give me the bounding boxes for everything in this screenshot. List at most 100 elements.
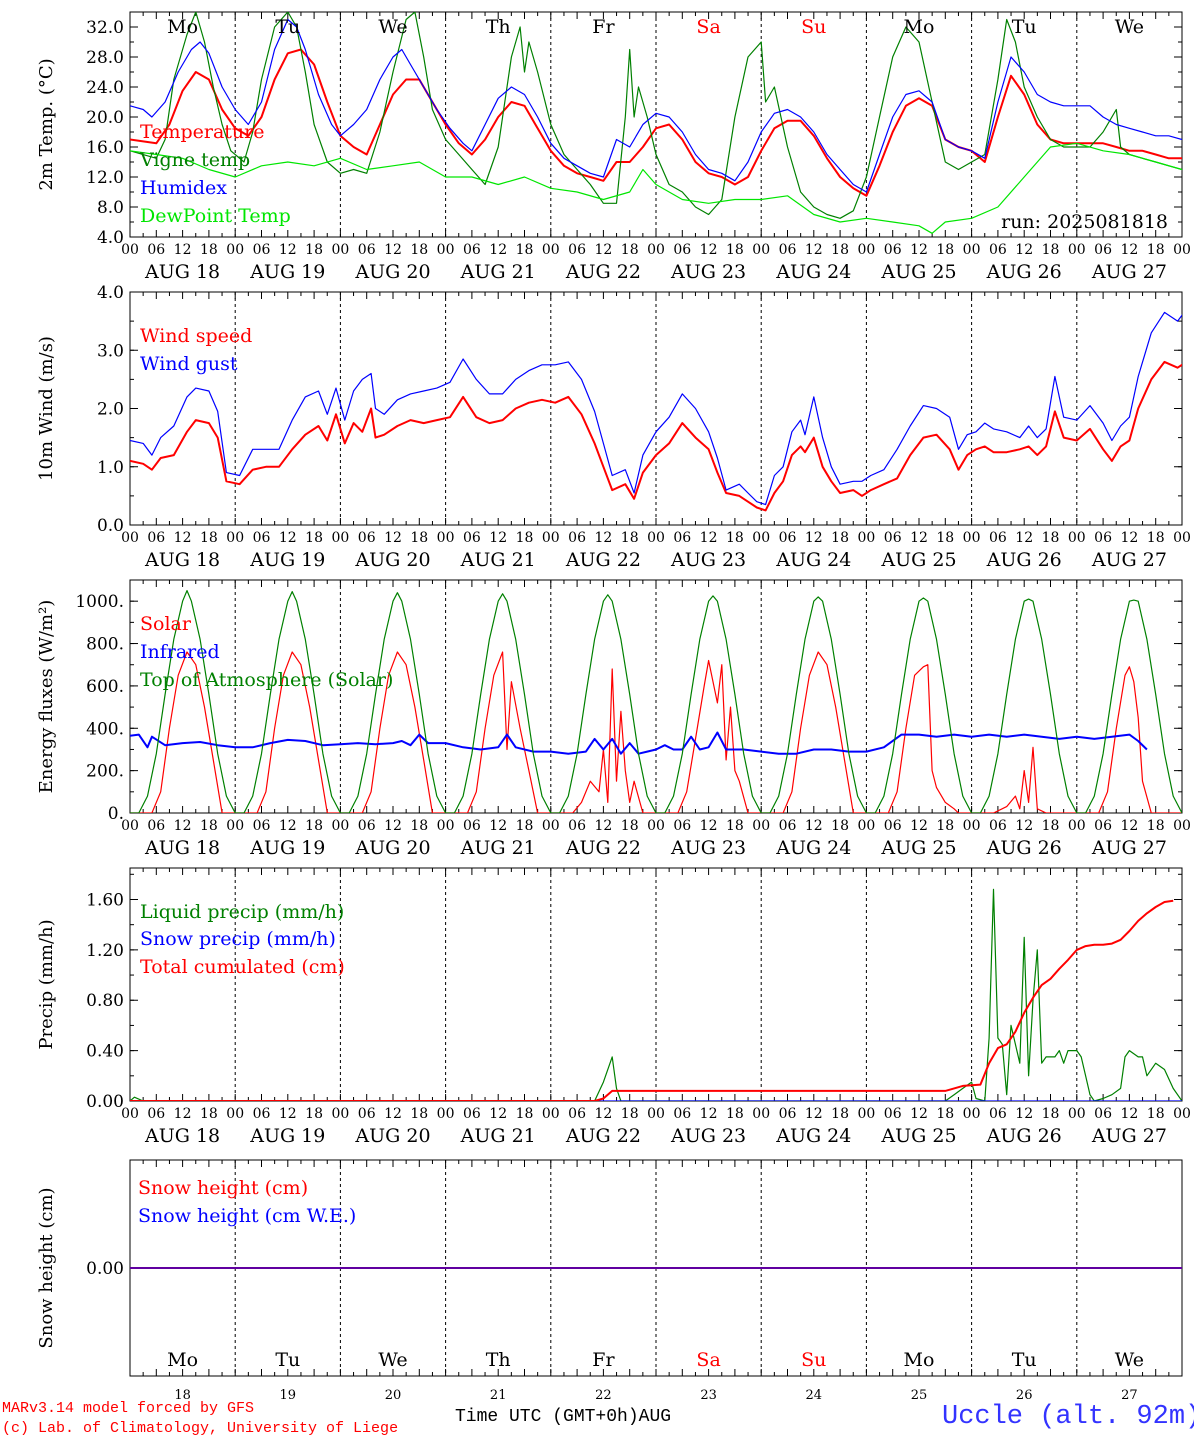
weekday-label: Mo bbox=[904, 1349, 935, 1371]
hour-label: 18 bbox=[410, 242, 428, 258]
hour-label: 06 bbox=[989, 818, 1007, 834]
date-label: AUG 22 bbox=[565, 549, 641, 571]
hour-label: 06 bbox=[989, 242, 1007, 258]
hour-label: 12 bbox=[910, 818, 928, 834]
hour-label: 18 bbox=[621, 242, 639, 258]
y-tick-label: 12.0 bbox=[86, 168, 124, 188]
date-label: AUG 26 bbox=[986, 1125, 1062, 1147]
hour-label: 18 bbox=[305, 1106, 323, 1122]
date-label: AUG 23 bbox=[670, 1125, 746, 1147]
hour-label: 12 bbox=[174, 1106, 192, 1122]
hour-label: 00 bbox=[752, 530, 770, 546]
hour-label: 18 bbox=[305, 530, 323, 546]
hour-label: 18 bbox=[410, 1106, 428, 1122]
date-label: AUG 24 bbox=[775, 1125, 851, 1147]
legend-entry: Wind speed bbox=[140, 325, 252, 347]
series-line-humidex bbox=[130, 18, 1182, 193]
weekday-label: Tu bbox=[1012, 1349, 1037, 1371]
y-tick-label: 800. bbox=[86, 635, 124, 655]
series-line-temperature bbox=[130, 48, 1182, 197]
date-label: AUG 21 bbox=[460, 261, 536, 283]
date-label: AUG 20 bbox=[354, 837, 430, 859]
hour-label: 18 bbox=[726, 242, 744, 258]
hour-label: 18 bbox=[831, 818, 849, 834]
hour-label: 00 bbox=[752, 818, 770, 834]
hour-label: 12 bbox=[384, 818, 402, 834]
day-number-label: 18 bbox=[174, 1388, 191, 1403]
weekday-label: Mo bbox=[904, 16, 935, 38]
y-axis-label: Snow height (cm) bbox=[36, 1187, 57, 1348]
hour-label: 18 bbox=[936, 530, 954, 546]
hour-label: 00 bbox=[331, 242, 349, 258]
hour-label: 00 bbox=[331, 818, 349, 834]
hour-label: 12 bbox=[174, 242, 192, 258]
hour-label: 06 bbox=[779, 242, 797, 258]
hour-label: 00 bbox=[1068, 818, 1086, 834]
hour-label: 12 bbox=[489, 818, 507, 834]
hour-label: 12 bbox=[489, 242, 507, 258]
hour-label: 00 bbox=[226, 818, 244, 834]
time-axis-label: Time UTC (GMT+0h) bbox=[455, 1407, 639, 1427]
series-line-solar bbox=[130, 651, 1182, 813]
hour-label: 06 bbox=[884, 818, 902, 834]
hour-label: 00 bbox=[963, 1106, 981, 1122]
date-label: AUG 19 bbox=[249, 549, 325, 571]
hour-label: 12 bbox=[1015, 818, 1033, 834]
hour-label: 00 bbox=[437, 242, 455, 258]
legend-entry: DewPoint Temp bbox=[140, 205, 291, 227]
hour-label: 00 bbox=[857, 818, 875, 834]
weekday-label: We bbox=[1115, 1349, 1144, 1371]
day-number-label: 25 bbox=[911, 1388, 928, 1403]
series-line-top-of-atmosphere-solar- bbox=[130, 589, 1182, 813]
hour-label: 00 bbox=[226, 242, 244, 258]
weekday-label: We bbox=[1115, 16, 1144, 38]
hour-label: 06 bbox=[253, 818, 271, 834]
legend-entry: Vigne temp bbox=[139, 149, 250, 171]
panel-frame bbox=[129, 11, 1183, 238]
hour-label: 12 bbox=[1120, 818, 1138, 834]
legend-entry: Snow height (cm) bbox=[138, 1177, 308, 1199]
legend-entry: Snow height (cm W.E.) bbox=[138, 1205, 356, 1227]
hour-label: 00 bbox=[963, 242, 981, 258]
hour-label: 12 bbox=[805, 530, 823, 546]
weekday-label: Su bbox=[801, 1349, 826, 1371]
hour-label: 06 bbox=[147, 242, 165, 258]
date-label: AUG 25 bbox=[880, 261, 956, 283]
hour-label: 12 bbox=[594, 1106, 612, 1122]
credit-line-1: MARv3.14 model forced by GFS bbox=[2, 1400, 255, 1417]
run-label: run: 2025081818 bbox=[1001, 211, 1168, 233]
hour-label: 12 bbox=[279, 1106, 297, 1122]
hour-label: 18 bbox=[410, 530, 428, 546]
hour-label: 18 bbox=[200, 1106, 218, 1122]
y-tick-label: 24.0 bbox=[86, 78, 124, 98]
weekday-label: Mo bbox=[167, 1349, 198, 1371]
hour-label: 00 bbox=[752, 1106, 770, 1122]
hour-label: 18 bbox=[726, 530, 744, 546]
hour-label: 06 bbox=[568, 242, 586, 258]
hour-label: 06 bbox=[463, 818, 481, 834]
hour-label: 18 bbox=[726, 818, 744, 834]
hour-label: 12 bbox=[1120, 1106, 1138, 1122]
weekday-label: Tu bbox=[275, 1349, 300, 1371]
date-label: AUG 18 bbox=[144, 1125, 220, 1147]
series-line-dewpoint-temp bbox=[130, 142, 1182, 234]
hour-label: 18 bbox=[200, 530, 218, 546]
hour-label: 06 bbox=[1094, 1106, 1112, 1122]
date-label: AUG 18 bbox=[144, 837, 220, 859]
hour-label: 12 bbox=[1120, 242, 1138, 258]
hour-label: 06 bbox=[568, 818, 586, 834]
y-tick-label: 0.80 bbox=[86, 991, 124, 1011]
hour-label: 00 bbox=[542, 818, 560, 834]
series-line-infrared bbox=[130, 731, 1148, 755]
date-label: AUG 25 bbox=[880, 837, 956, 859]
hour-label: 00 bbox=[1068, 242, 1086, 258]
hour-label: 12 bbox=[910, 242, 928, 258]
y-tick-label: 0.0 bbox=[97, 516, 124, 536]
hour-label: 18 bbox=[200, 818, 218, 834]
hour-label: 06 bbox=[253, 1106, 271, 1122]
date-label: AUG 18 bbox=[144, 549, 220, 571]
hour-label: 00 bbox=[437, 530, 455, 546]
hour-label: 12 bbox=[384, 530, 402, 546]
station-title: Uccle (alt. 92m) bbox=[942, 1402, 1194, 1432]
day-number-label: 20 bbox=[385, 1388, 402, 1403]
